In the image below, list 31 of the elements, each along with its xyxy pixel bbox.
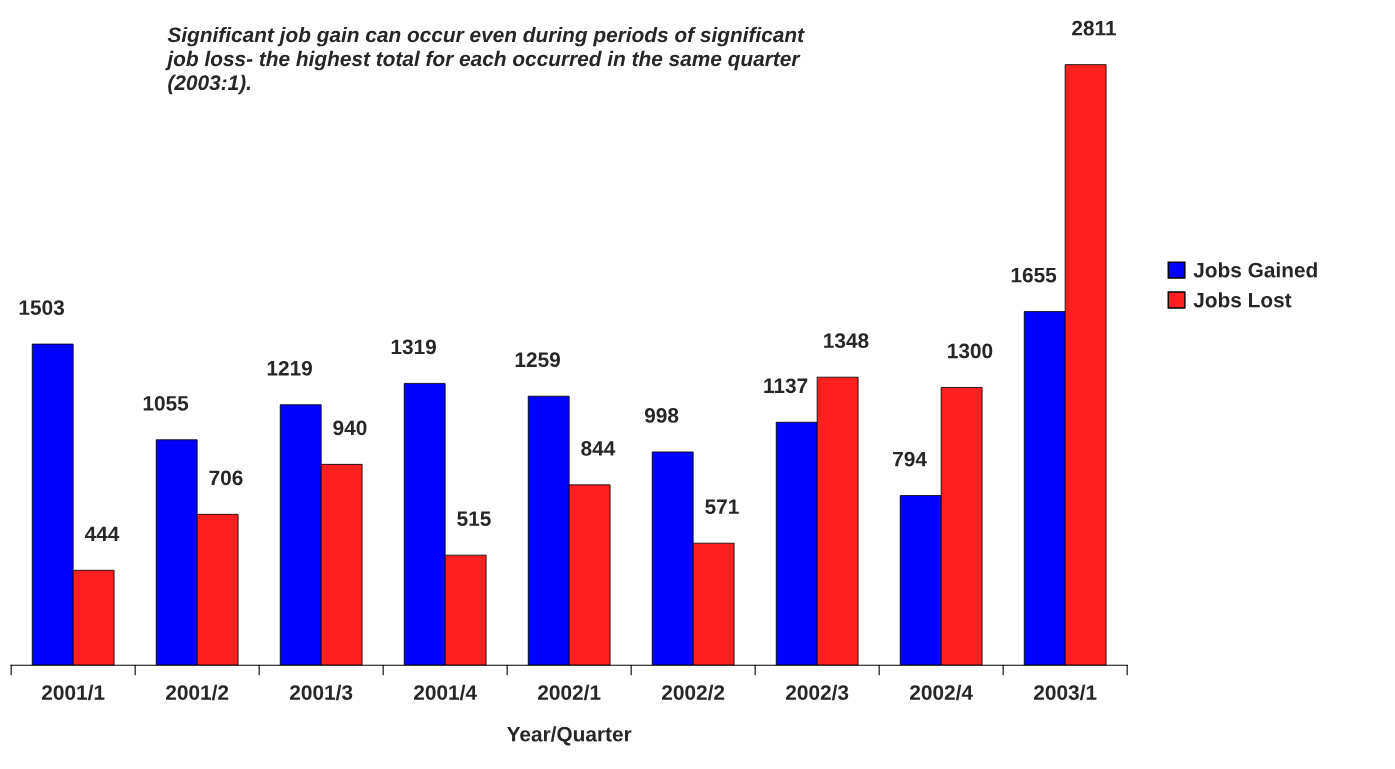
data-label: 1259 — [515, 352, 560, 368]
data-label: 1503 — [19, 300, 65, 315]
data-label: 1137 — [764, 378, 808, 394]
x-axis-title: Year/Quarter — [506, 726, 632, 746]
data-label: 1319 — [391, 339, 436, 355]
x-tick-label: 2001/3 — [290, 684, 353, 701]
data-label: 998 — [644, 408, 679, 423]
data-label: 1219 — [267, 360, 312, 376]
x-tick-label: 2003/1 — [1034, 684, 1097, 701]
data-label: 844 — [581, 441, 616, 456]
data-label: 706 — [209, 470, 243, 486]
x-tick-label: 2002/2 — [662, 684, 725, 701]
x-tick-label: 2002/1 — [538, 684, 601, 701]
data-label: 571 — [705, 499, 739, 515]
x-tick-label: 2001/2 — [166, 684, 229, 701]
x-tick-label: 2001/1 — [42, 684, 105, 701]
data-label: 1348 — [824, 333, 869, 349]
data-label: 794 — [893, 451, 927, 467]
x-tick-label: 2001/4 — [414, 684, 477, 701]
legend-label: Jobs Lost — [1193, 292, 1292, 308]
x-tick-label: 2002/3 — [786, 684, 849, 701]
legend-label: Jobs Gained — [1193, 262, 1317, 278]
data-label: 444 — [84, 526, 120, 541]
data-label: 515 — [457, 511, 491, 527]
x-tick-label: 2002/4 — [910, 684, 973, 701]
data-label: 940 — [333, 420, 367, 436]
data-label: 2811 — [1072, 20, 1116, 36]
data-label: 1055 — [143, 395, 189, 411]
annotation: Significant job gain can occur even during periods of significant job loss- the highest total for each occurred in the same quarter (2003:1). — [165, 26, 805, 95]
data-label: 1655 — [1011, 267, 1057, 283]
data-label: 1300 — [948, 343, 993, 359]
